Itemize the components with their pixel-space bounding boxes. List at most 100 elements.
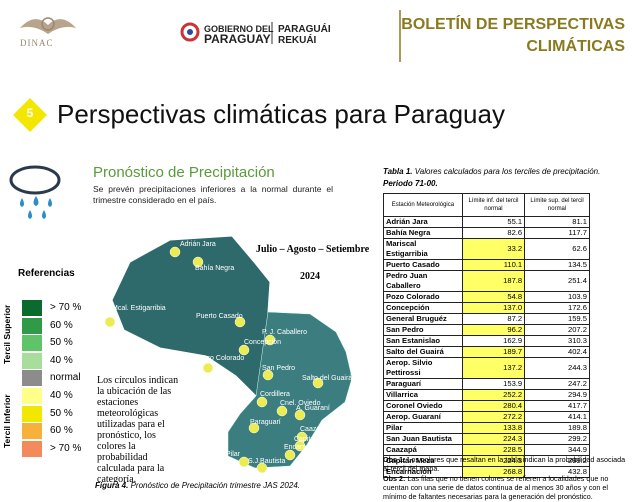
legend-label: 50 %: [50, 337, 73, 349]
station: [294, 440, 306, 452]
upper-cell: 81.1: [524, 216, 590, 228]
caption-text: Valores calculados para los terciles de …: [414, 167, 601, 176]
forecast-title: Pronóstico de Precipitación: [93, 164, 275, 181]
section-title: Perspectivas climáticas para Paraguay: [57, 99, 505, 129]
place-label: Pilar: [226, 451, 241, 458]
station: [262, 369, 274, 381]
table-row: Paraguarí 153.9 247.2: [383, 378, 590, 390]
place-label: Bahía Negra: [195, 265, 234, 272]
upper-cell: 414.1: [524, 411, 590, 423]
gov-logo: [180, 22, 200, 42]
lower-cell: 153.9: [461, 378, 526, 390]
legend-title: Referencias: [18, 268, 75, 279]
legend-label: 50 %: [50, 407, 73, 419]
header-cell: Límite inf. del tercil normal: [461, 193, 526, 217]
table-row: San Estanislao 162.9 310.3: [383, 335, 590, 347]
table-row: San Juan Bautista 224.3 299.2: [383, 433, 590, 445]
station-cell: San Juan Bautista: [383, 433, 463, 445]
caption-text: Pronóstico de Precipitación trimestre JA…: [130, 481, 300, 490]
place-label: Salto del Guairá: [302, 375, 352, 382]
station-cell: Coronel Oviedo: [383, 400, 463, 412]
place-label: Concepción: [244, 339, 281, 346]
station-cell: San Estanislao: [383, 335, 463, 347]
map: Adrián Jara Bahía Negra Mcal. Estigarribia…: [104, 235, 353, 474]
lower-cell: 268.8: [461, 466, 526, 478]
station-cell: Paraguarí: [383, 378, 463, 390]
agency: DINAC: [20, 38, 54, 48]
gov-line: REKUÁI: [278, 35, 317, 46]
station: [256, 396, 268, 408]
lower-cell: 252.2: [461, 389, 526, 401]
upper-cell: 417.7: [524, 400, 590, 412]
station: [312, 377, 324, 389]
legend-swatch: [22, 440, 42, 457]
place-label: Mcal. Estigarribia: [112, 305, 166, 312]
station: [234, 316, 246, 328]
map-note: Los círculos indican la ubicación de las…: [97, 375, 187, 485]
header-cell: Estación Meteorológica: [383, 193, 463, 217]
station: [104, 316, 116, 328]
legend-group: Tercil Inferior: [2, 394, 12, 448]
legend-label: normal: [50, 372, 81, 384]
place-label: Paraguarí: [250, 419, 281, 426]
table-row: Pedro Juan Caballero 187.8 251.4: [383, 270, 590, 292]
table-row: Adrián Jara 55.1 81.1: [383, 216, 590, 228]
caption-label: Figura 4.: [95, 481, 129, 490]
lower-cell: 54.8: [461, 291, 526, 303]
place-label: Puerto Casado: [196, 313, 243, 320]
header-cell: Límite sup. del tercil normal: [524, 193, 590, 217]
upper-cell: 299.2: [524, 433, 590, 445]
legend-label: > 70 %: [50, 442, 82, 454]
place-label: Encarnación: [284, 444, 323, 451]
station: [294, 409, 306, 421]
table-row: Aerop. Guaraní 272.2 414.1: [383, 411, 590, 423]
legend-swatch: [22, 370, 42, 387]
station-cell: Adrián Jara: [383, 216, 463, 228]
year: 2024: [300, 271, 320, 282]
place-label: S.J.Bautista: [248, 458, 285, 465]
lower-cell: 187.8: [461, 270, 526, 292]
place-label: Pozo Colorado: [198, 355, 244, 362]
table-caption: Tabla 1. Valores calculados para los ter…: [383, 166, 600, 190]
station-cell: Villarrica: [383, 389, 463, 401]
upper-cell: 310.3: [524, 335, 590, 347]
station-cell: Mariscal Estigarribia: [383, 238, 463, 260]
legend-label: 60 %: [50, 319, 73, 331]
lower-cell: 137.2: [461, 357, 526, 379]
upper-cell: 432.8: [524, 466, 590, 478]
station-cell: Pozo Colorado: [383, 291, 463, 303]
obs-2: Obs 2: Las filas que no tienen colores s…: [383, 474, 628, 501]
place-label: A. Guaraní: [296, 405, 330, 412]
table-row: Capitán Meza 224.3 299.2: [383, 455, 590, 467]
bulletin-line: CLIMÁTICAS: [526, 38, 625, 55]
caption-label: Tabla 1.: [383, 167, 413, 176]
table-row: Villarrica 252.2 294.9: [383, 389, 590, 401]
station: [248, 422, 260, 434]
station: [238, 344, 250, 356]
lower-cell: 33.2: [461, 238, 526, 260]
lower-cell: 189.7: [461, 346, 526, 358]
table-row: Coronel Oviedo 280.4 417.7: [383, 400, 590, 412]
table-row: Encarnación 268.8 432.8: [383, 466, 590, 478]
table-period: Periodo 71-00.: [383, 179, 438, 188]
legend-swatch: [22, 423, 42, 440]
lower-cell: 82.6: [461, 227, 526, 239]
upper-cell: 244.3: [524, 357, 590, 379]
lower-cell: 272.2: [461, 411, 526, 423]
gov-line: GOBIERNO DEL: [204, 24, 274, 34]
station: [192, 256, 204, 268]
upper-cell: 251.4: [524, 270, 590, 292]
legend-label: 40 %: [50, 390, 73, 401]
station-cell: Caazapá: [383, 444, 463, 456]
bulletin-line: BOLETÍN DE PERSPECTIVAS: [401, 16, 625, 33]
table-row: Caazapá 228.5 344.9: [383, 444, 590, 456]
legend-label: 60 %: [50, 425, 73, 437]
header-row: Estación Meteorológica Límite inf. del te…: [383, 193, 590, 217]
legend-group: Tercil Superior: [2, 304, 12, 364]
lower-cell: 133.8: [461, 422, 526, 434]
obs-label: Obs 2:: [383, 474, 406, 483]
table-row: Salto del Guairá 189.7 402.4: [383, 346, 590, 358]
dinac-logo: [20, 17, 76, 34]
place-label: Capitán Meza: [294, 436, 337, 443]
